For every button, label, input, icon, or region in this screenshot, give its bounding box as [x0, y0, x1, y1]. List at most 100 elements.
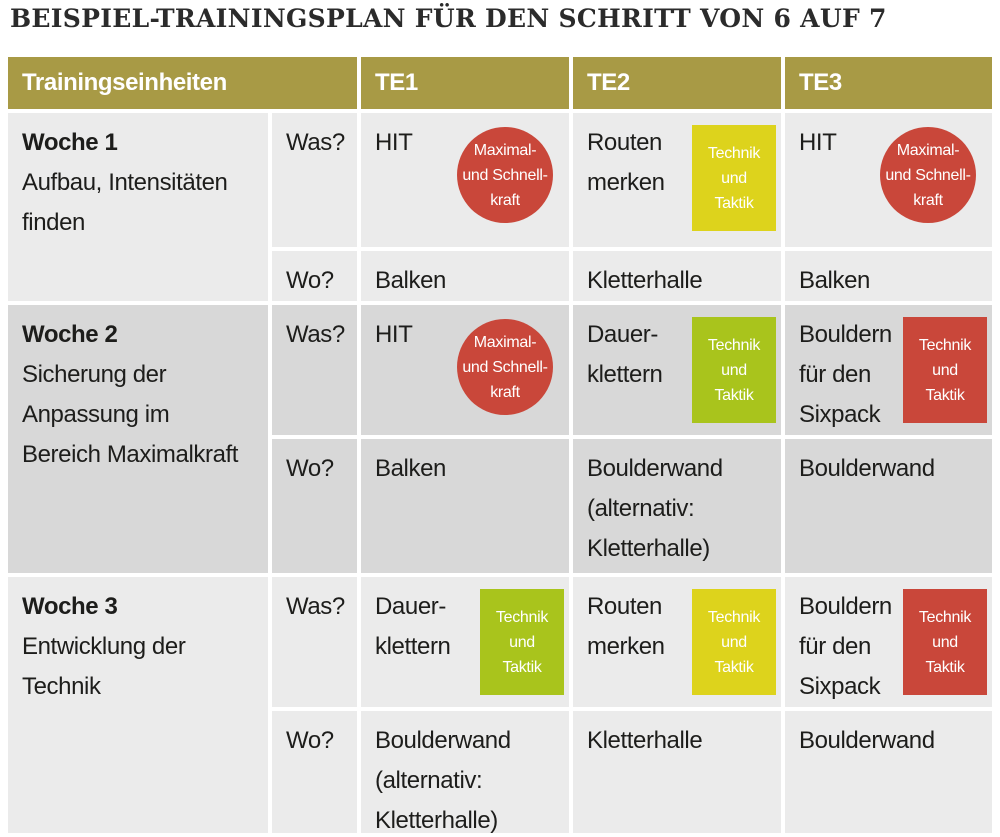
- cell-text: Routen: [587, 129, 662, 156]
- row-label: Wo?: [272, 251, 357, 301]
- week-cell: Woche 3 Entwicklung der Technik: [8, 577, 268, 833]
- row-label: Was?: [272, 305, 357, 435]
- plan-cell: HIT Maximal-und Schnell-kraft: [361, 305, 569, 435]
- column-header: Trainingseinheiten: [8, 57, 357, 109]
- plan-cell: Balken: [361, 439, 569, 573]
- week-name: Woche 1: [22, 129, 118, 156]
- cell-text: klettern: [375, 633, 451, 660]
- cell-text: Routen: [587, 593, 662, 620]
- cell-text: Sixpack: [799, 401, 881, 428]
- badge-text: kraft: [913, 191, 943, 209]
- row-label: Was?: [272, 113, 357, 247]
- week-cell: Woche 1 Aufbau, Intensitäten finden: [8, 113, 268, 301]
- badge-text: Maximal-: [896, 141, 960, 159]
- cell-text: Dauer-: [587, 321, 658, 348]
- cell-text: (alternativ:: [587, 495, 695, 522]
- plan-cell: Bouldern für den Sixpack Technik und Taktik: [785, 305, 992, 435]
- badge-text: Taktik: [714, 386, 754, 404]
- badge-text: Technik: [707, 144, 761, 162]
- badge: Maximal-und Schnell-kraft: [457, 319, 553, 415]
- badge-text: und: [932, 361, 958, 379]
- cell-text: Bouldern: [799, 321, 892, 348]
- week-name: Woche 3: [22, 593, 118, 620]
- badge-text: Taktik: [714, 194, 754, 212]
- badge-text: Maximal-: [473, 141, 537, 159]
- column-header: TE1: [361, 57, 569, 109]
- plan-cell: Kletterhalle: [573, 251, 781, 301]
- badge: Technik und Taktik: [480, 589, 564, 695]
- badge-text: kraft: [490, 191, 520, 209]
- training-table: Trainingseinheiten TE1 TE2 TE3 Woche 1 Aufbau…: [8, 57, 992, 833]
- badge: Technik und Taktik: [903, 589, 987, 695]
- badge-text: kraft: [490, 383, 520, 401]
- cell-text: Boulderwand: [375, 727, 511, 754]
- badge-text: Taktik: [502, 658, 542, 676]
- badge-text: und: [932, 633, 958, 651]
- badge-text: Taktik: [714, 658, 754, 676]
- column-header: TE3: [785, 57, 992, 109]
- plan-cell: Routen merken Technik und Taktik: [573, 577, 781, 707]
- cell-text: Balken: [375, 267, 446, 294]
- row-label: Was?: [272, 577, 357, 707]
- badge-text: und: [721, 361, 747, 379]
- badge-text: Maximal-: [473, 333, 537, 351]
- badge: Maximal-und Schnell-kraft: [457, 127, 553, 223]
- cell-text: Balken: [799, 267, 870, 294]
- cell-text: (alternativ:: [375, 767, 483, 794]
- cell-text: HIT: [375, 129, 413, 156]
- cell-text: Kletterhalle: [587, 267, 703, 294]
- cell-text: Balken: [375, 455, 446, 482]
- badge-text: Technik: [918, 608, 972, 626]
- plan-cell: Balken: [361, 251, 569, 301]
- column-header: TE2: [573, 57, 781, 109]
- badge-text: und Schnell-: [462, 358, 548, 376]
- week-cell: Woche 2 Sicherung der Anpassung im Bereich …: [8, 305, 268, 573]
- plan-cell: Balken: [785, 251, 992, 301]
- badge-text: Technik: [707, 608, 761, 626]
- badge-text: und: [721, 633, 747, 651]
- plan-cell: Dauer-klettern Technik und Taktik: [361, 577, 569, 707]
- plan-cell: HIT Maximal-und Schnell-kraft: [785, 113, 992, 247]
- badge: Technik und Taktik: [692, 125, 776, 231]
- badge: Technik und Taktik: [692, 589, 776, 695]
- cell-text: für den: [799, 633, 871, 660]
- plan-cell: HIT Maximal-und Schnell-kraft: [361, 113, 569, 247]
- badge-text: Taktik: [925, 658, 965, 676]
- cell-text: Boulderwand: [799, 727, 935, 754]
- plan-cell: Boulderwand: [785, 711, 992, 833]
- week-description: finden: [22, 209, 85, 236]
- row-label: Wo?: [272, 711, 357, 833]
- plan-cell: Boulderwand (alternativ: Kletterhalle): [361, 711, 569, 833]
- badge-text: und: [509, 633, 535, 651]
- plan-cell: Boulderwand (alternativ: Kletterhalle): [573, 439, 781, 573]
- title: BEISPIEL-TRAININGSPLAN FÜR DEN SCHRITT V…: [10, 4, 887, 33]
- plan-cell: Dauer-klettern Technik und Taktik: [573, 305, 781, 435]
- cell-text: merken: [587, 633, 665, 660]
- badge-text: und Schnell-: [462, 166, 548, 184]
- badge-text: Technik: [707, 336, 761, 354]
- cell-text: klettern: [587, 361, 663, 388]
- plan-cell: Kletterhalle: [573, 711, 781, 833]
- cell-text: Dauer-: [375, 593, 446, 620]
- week-name: Woche 2: [22, 321, 118, 348]
- cell-text: HIT: [799, 129, 837, 156]
- week-description: Aufbau, Intensitäten: [22, 169, 228, 196]
- week-description: Anpassung im: [22, 401, 170, 428]
- cell-text: Kletterhalle: [587, 727, 703, 754]
- badge-text: Taktik: [925, 386, 965, 404]
- plan-cell: Routen merken Technik und Taktik: [573, 113, 781, 247]
- week-description: Technik: [22, 673, 101, 700]
- cell-text: Sixpack: [799, 673, 881, 700]
- cell-text: merken: [587, 169, 665, 196]
- cell-text: Boulderwand: [587, 455, 723, 482]
- badge: Maximal-und Schnell-kraft: [880, 127, 976, 223]
- cell-text: HIT: [375, 321, 413, 348]
- row-label: Wo?: [272, 439, 357, 573]
- badge-text: Technik: [495, 608, 549, 626]
- badge-text: und Schnell-: [885, 166, 971, 184]
- cell-text: Bouldern: [799, 593, 892, 620]
- week-description: Sicherung der: [22, 361, 167, 388]
- badge-text: Technik: [918, 336, 972, 354]
- badge: Technik und Taktik: [692, 317, 776, 423]
